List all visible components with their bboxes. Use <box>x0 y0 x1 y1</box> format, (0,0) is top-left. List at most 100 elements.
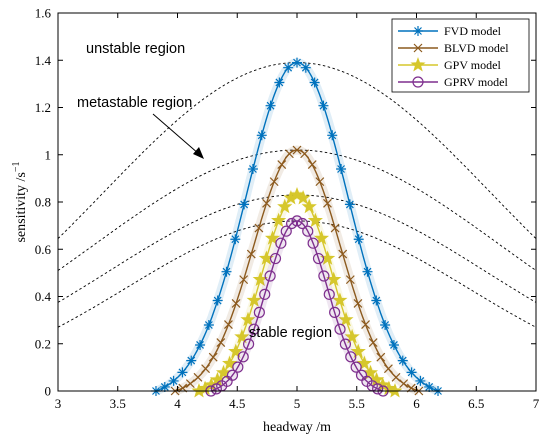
y-tick-label: 1.6 <box>35 6 52 21</box>
series-marker-circle <box>264 270 276 282</box>
series-marker-cross <box>224 320 233 330</box>
series-marker-circle <box>280 225 292 237</box>
series-marker-cross <box>361 320 370 330</box>
legend: FVD model BLVD model GPV model GPRV model <box>391 18 530 93</box>
series-marker-asterisk <box>177 367 188 378</box>
series-marker-star <box>338 311 354 327</box>
series-marker-circle <box>243 338 255 350</box>
series-marker-cross <box>368 338 378 347</box>
y-tick-label: 1.4 <box>35 53 52 68</box>
plot-frame <box>57 12 537 392</box>
series-marker-cross <box>185 379 195 389</box>
series-marker-asterisk <box>388 339 399 350</box>
series-marker-cross <box>413 43 423 53</box>
series-marker-cross <box>345 275 355 285</box>
series-marker-star <box>387 383 403 398</box>
legend-marker <box>410 57 426 72</box>
series-marker-asterisk <box>195 339 206 350</box>
y-axis-title-exponent: −1 <box>11 161 22 172</box>
series-marker-cross <box>239 275 249 285</box>
unstable-region-label: unstable region <box>86 41 185 57</box>
series-blvd <box>170 145 424 396</box>
series-marker-circle <box>307 237 319 249</box>
series-marker-star <box>344 328 360 344</box>
series-marker-star <box>289 186 305 202</box>
series-marker-asterisk <box>230 234 241 245</box>
series-marker-star <box>356 355 372 371</box>
series-marker-cross <box>399 379 409 389</box>
series-marker-cross <box>323 198 332 208</box>
series-marker-asterisk <box>424 381 435 392</box>
x-tick-label: 5.5 <box>349 396 365 411</box>
series-marker-circle <box>275 237 287 249</box>
series-marker-star <box>410 57 426 72</box>
x-tick-label: 3.5 <box>110 396 126 411</box>
series-marker-star <box>240 311 256 327</box>
series-marker-star <box>228 343 244 359</box>
series-marker-asterisk <box>265 100 276 111</box>
series-marker-cross <box>315 177 325 187</box>
series-marker-asterisk <box>283 62 294 73</box>
series-marker-asterisk <box>256 130 267 141</box>
series-marker-circle <box>329 306 341 318</box>
legend-label: FVD model <box>444 24 502 38</box>
y-tick-label: 0 <box>45 384 52 399</box>
legend-marker <box>412 76 424 88</box>
series-marker-star <box>222 355 238 371</box>
series-marker-asterisk <box>309 77 320 88</box>
series-halo <box>152 58 442 396</box>
series-fvd <box>150 57 444 396</box>
series-marker-cross <box>307 160 317 170</box>
series-marker-asterisk <box>168 375 179 386</box>
series-marker-circle <box>226 369 239 381</box>
legend-marker <box>413 43 423 53</box>
series-marker-asterisk <box>292 57 302 68</box>
legend-label: GPV model <box>444 58 501 72</box>
x-tick-label: 6.5 <box>468 396 484 411</box>
series-marker-circle <box>269 252 282 265</box>
series-marker-cross <box>193 372 203 382</box>
y-tick-label: 0.8 <box>35 195 51 210</box>
series-marker-circle <box>210 383 222 395</box>
series-line <box>210 220 384 392</box>
y-tick-label: 1 <box>45 147 52 162</box>
legend-label: GPRV model <box>444 75 508 89</box>
series-marker-circle <box>339 338 351 350</box>
series-marker-asterisk <box>221 266 232 277</box>
series-marker-cross <box>246 249 256 259</box>
series-marker-asterisk <box>397 355 408 366</box>
series-marker-asterisk <box>413 26 423 36</box>
annotations: unstable region metastable region stable… <box>77 41 332 341</box>
metastable-arrowhead <box>193 147 204 159</box>
series-marker-asterisk <box>344 199 355 210</box>
series-marker-cross <box>338 249 348 259</box>
series-marker-star <box>271 212 287 228</box>
series-marker-cross <box>353 299 363 308</box>
series-marker-asterisk <box>300 62 311 73</box>
series-marker-star <box>295 190 311 205</box>
series-marker-star <box>350 343 366 359</box>
series-marker-star <box>277 198 293 214</box>
series-marker-circle <box>323 288 335 300</box>
series-marker-asterisk <box>406 367 417 378</box>
series-marker-asterisk <box>327 130 338 141</box>
series-marker-cross <box>231 299 241 308</box>
series-marker-cross <box>300 149 310 159</box>
series-marker-star <box>301 198 317 214</box>
x-axis-title: headway /m <box>263 420 331 435</box>
series-marker-cross <box>201 364 211 374</box>
series-marker-asterisk <box>239 199 250 210</box>
series-marker-cross <box>216 338 226 347</box>
series-marker-asterisk <box>274 77 285 88</box>
series-marker-star <box>362 364 379 380</box>
series-marker-star <box>246 292 262 307</box>
metastable-region-label: metastable region <box>77 95 192 111</box>
series-gpv <box>191 186 403 398</box>
series-marker-cross <box>269 177 279 187</box>
x-tick-label: 7 <box>533 396 540 411</box>
series-marker-cross <box>383 364 393 374</box>
y-tick-label: 0.6 <box>35 242 52 257</box>
series-marker-circle <box>291 215 303 227</box>
series-marker-circle <box>286 217 298 230</box>
series-marker-cross <box>277 160 287 170</box>
